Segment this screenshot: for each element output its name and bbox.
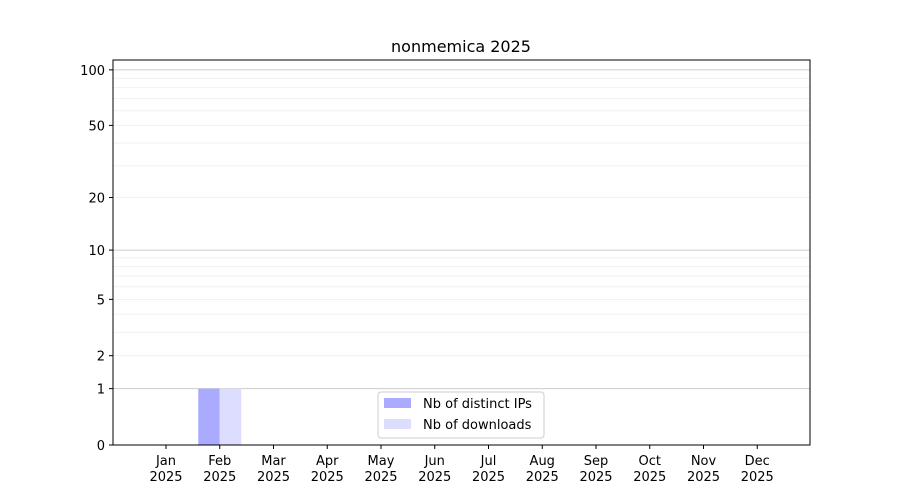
legend-swatch [384, 419, 411, 429]
x-tick-label: Nov [691, 454, 717, 469]
y-tick-label: 5 [97, 293, 105, 308]
legend-label: Nb of downloads [423, 418, 532, 433]
y-tick-label: 0 [97, 439, 105, 454]
x-tick-label: 2025 [149, 470, 182, 485]
x-tick-label: 2025 [633, 470, 666, 485]
y-tick-label: 10 [88, 244, 105, 259]
legend-box [377, 391, 545, 439]
grid [113, 69, 810, 390]
x-tick-label: Feb [208, 454, 231, 469]
x-tick-label: Aug [530, 454, 555, 469]
y-tick-label: 20 [88, 192, 105, 207]
x-tick-label: Dec [745, 454, 770, 469]
x-tick-label: Mar [261, 454, 286, 469]
y-tick-label: 100 [80, 64, 105, 79]
y-tick-label: 50 [88, 119, 105, 134]
legend: Nb of distinct IPs Nb of downloads [377, 391, 545, 439]
x-tick-label: 2025 [526, 470, 559, 485]
x-tick-label: 2025 [687, 470, 720, 485]
x-tick-label: 2025 [203, 470, 236, 485]
bar-0-1 [198, 388, 220, 445]
x-tick-label: Jun [424, 454, 445, 469]
x-tick-label: Jul [480, 454, 497, 469]
x-tick-label: 2025 [257, 470, 290, 485]
x-tick-label: 2025 [741, 470, 774, 485]
legend-label: Nb of distinct IPs [423, 397, 532, 412]
x-tick-label: Apr [316, 454, 339, 469]
x-tick-label: 2025 [579, 470, 612, 485]
plot-frame [112, 59, 811, 446]
bars [198, 388, 242, 445]
legend-swatch [384, 398, 411, 408]
x-axis: Jan2025Feb2025Mar2025Apr2025May2025Jun20… [149, 445, 774, 485]
x-tick-label: 2025 [472, 470, 505, 485]
x-tick-label: 2025 [311, 470, 344, 485]
x-tick-label: 2025 [364, 470, 397, 485]
y-axis: 0 1 2 5 10 20 50 100 [80, 64, 113, 454]
y-tick-label: 2 [97, 350, 105, 365]
x-tick-label: 2025 [418, 470, 451, 485]
x-tick-label: Jan [155, 454, 176, 469]
x-tick-label: Oct [639, 454, 661, 469]
chart-title: nonmemica 2025 [391, 37, 531, 56]
bar-1-1 [219, 388, 242, 445]
x-tick-label: Sep [584, 454, 609, 469]
y-tick-label: 1 [97, 383, 105, 398]
x-tick-label: May [368, 454, 395, 469]
